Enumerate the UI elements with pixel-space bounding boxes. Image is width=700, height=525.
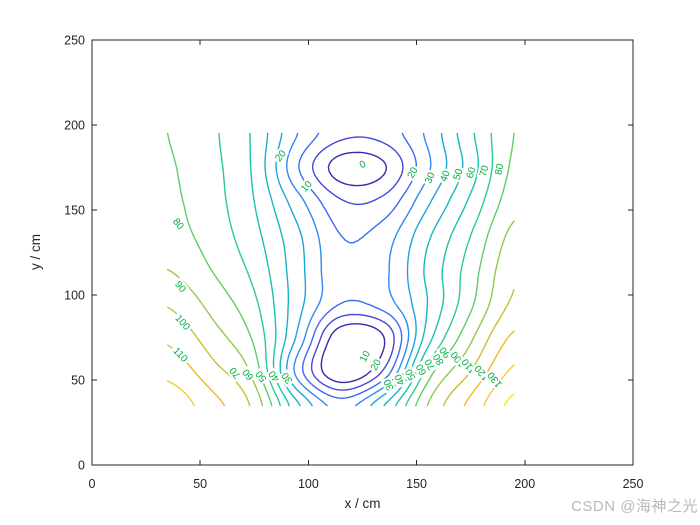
y-axis-label: y / cm <box>28 234 43 270</box>
x-axis-label: x / cm <box>345 496 381 511</box>
contour-line-90 <box>168 221 514 406</box>
contour-line-100 <box>168 290 514 406</box>
contour-label-50: 50 <box>450 166 466 184</box>
x-tick-label: 0 <box>89 477 96 491</box>
contour-label-20: 20 <box>404 164 421 183</box>
contour-label-text: 30 <box>280 370 296 386</box>
y-tick-label: 50 <box>71 374 85 388</box>
x-tick-label: 200 <box>514 477 535 491</box>
contour-label-text: 90 <box>172 279 188 295</box>
contour-label-80: 80 <box>492 161 507 178</box>
x-tick-label: 100 <box>298 477 319 491</box>
y-tick-label: 200 <box>64 119 85 133</box>
contour-labels: 8090100110201002030405060708010207060504… <box>169 146 507 394</box>
contour-label-80: 80 <box>169 214 188 233</box>
x-tick-label: 150 <box>406 477 427 491</box>
y-tick-label: 150 <box>64 204 85 218</box>
tick-labels: 050100150200250050100150200250 <box>64 34 643 492</box>
x-tick-label: 250 <box>623 477 644 491</box>
contour-figure: 050100150200250050100150200250x / cmy / … <box>0 0 700 525</box>
contour-label-110: 110 <box>169 343 192 366</box>
y-tick-label: 250 <box>64 34 85 48</box>
contour-label-text: 80 <box>170 216 186 232</box>
contour-label-90: 90 <box>171 277 190 296</box>
contour-label-40: 40 <box>437 167 453 185</box>
watermark: CSDN @海神之光 <box>571 495 698 516</box>
y-tick-label: 0 <box>78 459 85 473</box>
contour-label-10: 10 <box>297 177 316 196</box>
contour-label-100: 100 <box>171 311 194 334</box>
x-tick-label: 50 <box>193 477 207 491</box>
y-tick-label: 100 <box>64 289 85 303</box>
contour-line-0 <box>321 152 386 382</box>
contour-plot: 050100150200250050100150200250x / cmy / … <box>0 0 700 525</box>
contour-line-130 <box>505 394 515 406</box>
contour-label-0: 0 <box>356 157 369 172</box>
